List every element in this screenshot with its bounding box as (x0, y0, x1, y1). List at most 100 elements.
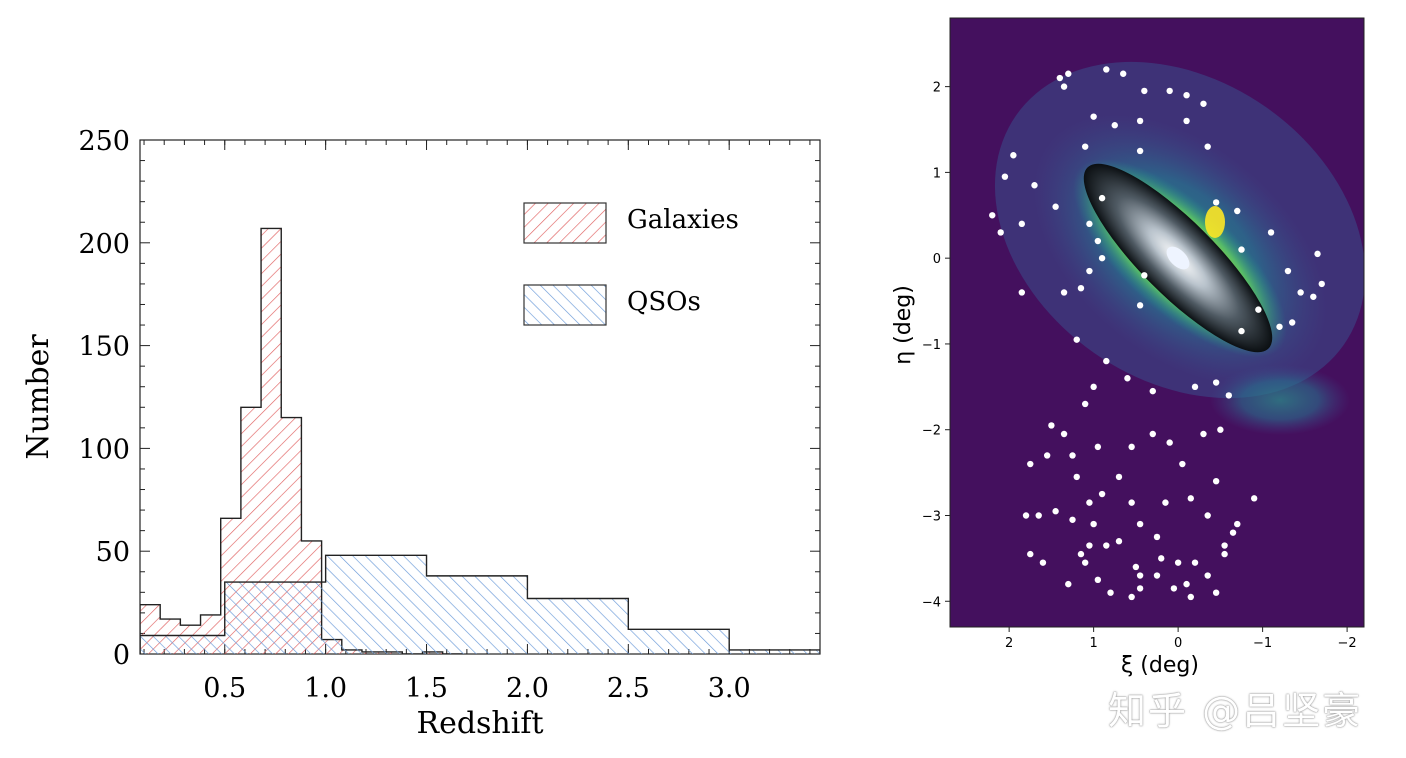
map-y-tick-label: −4 (922, 595, 941, 610)
qso-point (1187, 495, 1194, 502)
qso-point (1179, 460, 1186, 468)
watermark: 知乎 @吕坚豪 (1108, 689, 1363, 733)
qso-point (1128, 443, 1135, 451)
qso-point (1073, 336, 1080, 343)
qso-point (1086, 267, 1093, 275)
qso-point (1065, 70, 1072, 77)
qso-point (1086, 542, 1093, 549)
qso-point (1221, 550, 1228, 558)
x-tick-label: 2.5 (607, 673, 650, 704)
qso-point (1090, 520, 1097, 528)
map-axes: 2 1 0 −1 −2 2 1 0 −1 −2 −3 −4 (922, 81, 1357, 651)
qso-point (1043, 452, 1051, 459)
qso-point (1069, 452, 1076, 459)
qso-point (1132, 563, 1140, 571)
x-tick-label: 1.0 (304, 673, 347, 704)
qso-point (1098, 490, 1106, 498)
qso-point (1060, 430, 1068, 438)
qso-point (1035, 512, 1042, 519)
redshift-histogram: Galaxies QSOs 0.5 1.0 1.5 2.0 2.5 3.0 0 50 100 15… (21, 126, 821, 741)
qso-point (1060, 83, 1068, 90)
legend-label-galaxies: Galaxies (627, 205, 739, 235)
qso-point (1010, 152, 1017, 159)
qso-point (1107, 589, 1114, 596)
qso-point (989, 212, 996, 219)
qso-bin (426, 575, 528, 654)
legend-label-qsos: QSOs (627, 287, 701, 317)
qso-point (1073, 473, 1080, 481)
qso-bin (628, 629, 730, 654)
qso-point (1094, 237, 1102, 245)
qso-point (1166, 439, 1173, 446)
y-tick-label: 50 (96, 537, 130, 568)
qso-point (1128, 499, 1135, 506)
tick-labels: 0.5 1.0 1.5 2.0 2.5 3.0 0 50 100 150 200 250 (78, 126, 750, 704)
qso-point (1204, 512, 1211, 519)
qso-point (1238, 327, 1245, 335)
qso-bin (527, 598, 629, 654)
qso-point (1086, 220, 1093, 228)
m31-density-map: 2 1 0 −1 −2 2 1 0 −1 −2 −3 −4 ξ (deg) η (deg) (891, 17, 1365, 678)
map-y-tick-label: 0 (933, 252, 941, 267)
qso-point (1183, 580, 1190, 588)
qso-bin-outline (140, 554, 820, 654)
y-tick-label: 150 (78, 332, 130, 363)
qso-point (1052, 508, 1059, 515)
qso-point (1225, 392, 1233, 399)
x-tick-label: 2.0 (506, 673, 549, 704)
qso-point (1149, 387, 1156, 395)
map-x-tick-label: 1 (1089, 636, 1097, 651)
qso-point (1310, 293, 1317, 300)
qso-point (1136, 117, 1144, 125)
qso-point (1297, 289, 1304, 296)
qso-point (1048, 422, 1055, 429)
qso-point (1217, 426, 1224, 433)
qso-point (1149, 430, 1156, 438)
qso-point (1111, 122, 1118, 129)
bars (140, 227, 820, 654)
qso-point (1090, 113, 1097, 120)
qso-bin (140, 635, 225, 654)
x-tick-label: 3.0 (708, 673, 751, 704)
qso-point (1136, 147, 1144, 155)
qso-point (1120, 70, 1127, 77)
qso-point (1052, 203, 1059, 210)
qso-point (1115, 538, 1123, 545)
qso-point (1103, 357, 1110, 365)
qso-point (1103, 542, 1110, 549)
qso-point (1153, 572, 1161, 579)
qso-point (1212, 199, 1220, 206)
qso-point (1060, 289, 1068, 296)
map-x-tick-label: −2 (1338, 636, 1357, 651)
qso-point (1284, 267, 1292, 275)
y-tick-label: 100 (78, 434, 130, 465)
qso-bin (224, 582, 326, 654)
qso-point (1234, 520, 1241, 528)
map-x-tick-label: 0 (1174, 636, 1182, 651)
x-axis-label: Redshift (416, 706, 543, 741)
qso-point (1098, 254, 1106, 262)
qso-point (1212, 379, 1220, 386)
qso-point (1221, 542, 1228, 549)
qso-point (1065, 580, 1072, 588)
qso-point (1086, 499, 1093, 506)
qso-point (997, 229, 1004, 236)
x-tick-label: 0.5 (203, 673, 246, 704)
map-y-tick-label: −2 (922, 424, 941, 439)
map-y-tick-label: 1 (933, 166, 941, 181)
qso-point (1056, 74, 1064, 82)
qso-point (1212, 589, 1220, 596)
qso-bin (729, 649, 820, 654)
qso-point (1018, 289, 1026, 296)
qso-point (1204, 143, 1211, 150)
qso-point (1234, 207, 1241, 215)
qso-point (1200, 430, 1207, 438)
galaxy-bulge (1166, 246, 1190, 270)
map-x-tick-label: 2 (1005, 636, 1013, 651)
satellite-blob (1205, 206, 1225, 238)
map-y-tick-label: −3 (922, 509, 941, 524)
qso-point (1136, 520, 1144, 528)
qso-point (1115, 473, 1123, 481)
qso-bin (325, 555, 427, 654)
qso-point (1022, 512, 1030, 519)
